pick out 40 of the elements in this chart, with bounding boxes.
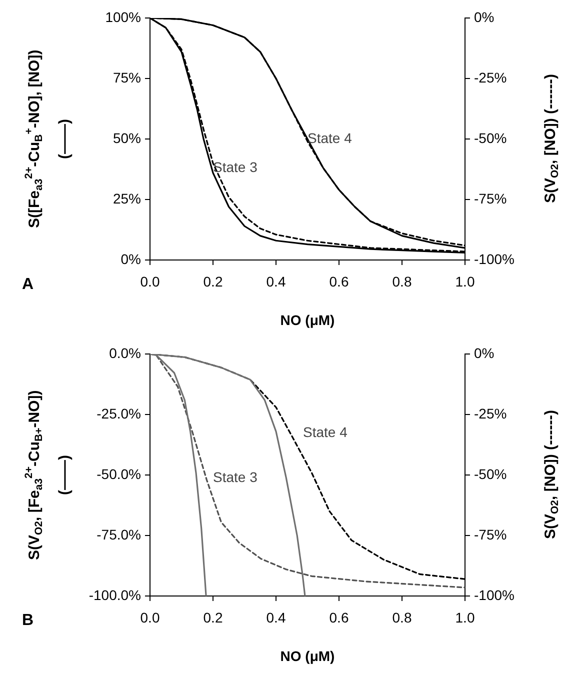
y2-tick-label: -25% (474, 405, 507, 422)
y2-tick-label: -25% (474, 69, 507, 86)
y2-tick-label: 0% (474, 344, 494, 361)
y2-tick-label: -75% (474, 190, 507, 206)
y-tick-label: 50% (112, 130, 141, 146)
x-tick-label: 0.6 (329, 609, 349, 626)
x-axis-title: NO (μM) (279, 648, 336, 664)
x-tick-label: 0.8 (392, 273, 412, 290)
x-tick-label: 0.4 (266, 273, 286, 290)
annotation: State 3 (213, 469, 258, 485)
y-tick-label: 100% (105, 8, 141, 25)
x-tick-label: 1.0 (455, 609, 475, 626)
text: A (22, 276, 34, 294)
y-tick-label: -100.0% (88, 586, 141, 603)
x-tick-label: 0.4 (266, 609, 286, 626)
y2-tick-label: -100% (474, 250, 514, 267)
x-axis-title: NO (μM) (279, 312, 336, 328)
x-tick-label: 0.2 (203, 273, 223, 290)
y-tick-label: 75% (112, 69, 141, 86)
y-tick-label: -25.0% (96, 405, 141, 422)
x-tick-label: 1.0 (455, 273, 475, 290)
y2-tick-label: 0% (474, 8, 494, 25)
y2-tick-label: -75% (474, 526, 507, 542)
y-tick-label: -50.0% (96, 466, 141, 482)
y-tick-label: 25% (112, 190, 141, 206)
x-tick-label: 0.6 (329, 273, 349, 290)
x-tick-label: 0.0 (140, 609, 160, 626)
y2-tick-label: -50% (474, 130, 507, 146)
y2-tick-label: -100% (474, 586, 514, 603)
x-tick-label: 0.8 (392, 609, 412, 626)
annotation: State 4 (303, 424, 348, 440)
y2-tick-label: -50% (474, 466, 507, 482)
y-tick-label: 0.0% (109, 344, 141, 361)
x-tick-label: 0.0 (140, 273, 160, 290)
text: B (22, 612, 34, 630)
y-tick-label: -75.0% (96, 526, 141, 542)
annotation: State 3 (213, 158, 258, 175)
x-tick-label: 0.2 (203, 609, 223, 626)
y-tick-label: 0% (120, 250, 141, 267)
annotation: State 4 (308, 130, 352, 146)
